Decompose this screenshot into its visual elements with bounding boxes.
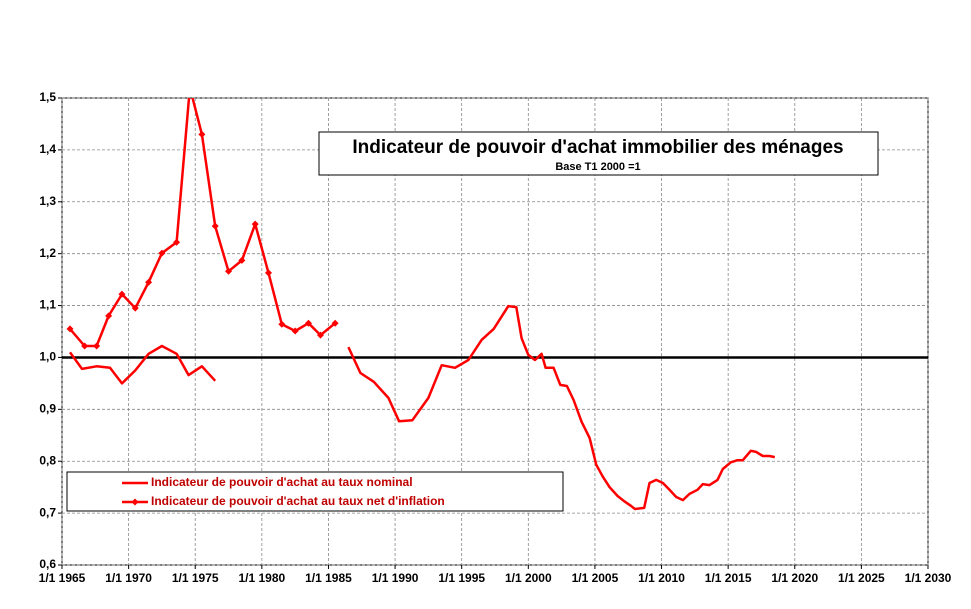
marker <box>291 327 299 335</box>
marker <box>251 220 259 228</box>
x-tick-label: 1/1 1985 <box>305 571 352 585</box>
marker <box>211 222 219 230</box>
y-tick-label: 0,7 <box>39 505 56 519</box>
legend-marker <box>131 498 139 506</box>
x-tick-label: 1/1 1990 <box>372 571 419 585</box>
series-line <box>68 304 776 511</box>
legend <box>66 471 564 512</box>
x-tick-label: 1/1 2005 <box>572 571 619 585</box>
marker <box>131 304 139 312</box>
y-tick-label: 1,2 <box>39 246 56 260</box>
marker <box>186 84 193 91</box>
x-tick-label: 1/1 2015 <box>705 571 752 585</box>
y-tick-label: 1,5 <box>39 90 56 104</box>
y-tick-label: 0,9 <box>39 402 56 416</box>
marker <box>118 290 126 298</box>
marker <box>93 342 101 350</box>
x-tick-label: 1/1 1970 <box>105 571 152 585</box>
x-tick-label: 1/1 2010 <box>638 571 685 585</box>
marker <box>173 238 181 246</box>
chart-subtitle: Base T1 2000 =1 <box>555 161 640 173</box>
x-tick-label: 1/1 1965 <box>39 571 86 585</box>
x-tick-label: 1/1 1995 <box>438 571 485 585</box>
marker <box>66 325 74 333</box>
marker <box>278 320 286 328</box>
x-tick-label: 1/1 2025 <box>838 571 885 585</box>
legend-label: Indicateur de pouvoir d'achat au taux ne… <box>151 494 445 508</box>
x-tick-label: 1/1 2000 <box>505 571 552 585</box>
y-tick-label: 1,4 <box>39 142 56 156</box>
marker <box>198 130 206 138</box>
y-tick-label: 1,1 <box>39 298 56 312</box>
y-tick-label: 0,8 <box>39 453 56 467</box>
marker <box>265 269 273 277</box>
marker <box>105 312 113 320</box>
x-tick-label: 1/1 1975 <box>172 571 219 585</box>
x-tick-label: 1/1 2020 <box>771 571 818 585</box>
marker <box>304 319 312 327</box>
x-tick-label: 1/1 1980 <box>238 571 285 585</box>
title-box <box>318 131 879 176</box>
marker <box>145 278 153 286</box>
marker <box>238 256 246 264</box>
marker <box>316 331 324 339</box>
y-tick-label: 0,6 <box>39 557 56 571</box>
marker <box>81 342 89 350</box>
chart-title: Indicateur de pouvoir d'achat immobilier… <box>352 137 843 158</box>
y-tick-label: 1,0 <box>39 350 56 364</box>
legend-label: Indicateur de pouvoir d'achat au taux no… <box>151 475 413 489</box>
x-tick-label: 1/1 2030 <box>905 571 952 585</box>
marker <box>331 319 339 327</box>
marker <box>158 249 166 257</box>
y-tick-label: 1,3 <box>39 194 56 208</box>
marker <box>225 267 233 275</box>
